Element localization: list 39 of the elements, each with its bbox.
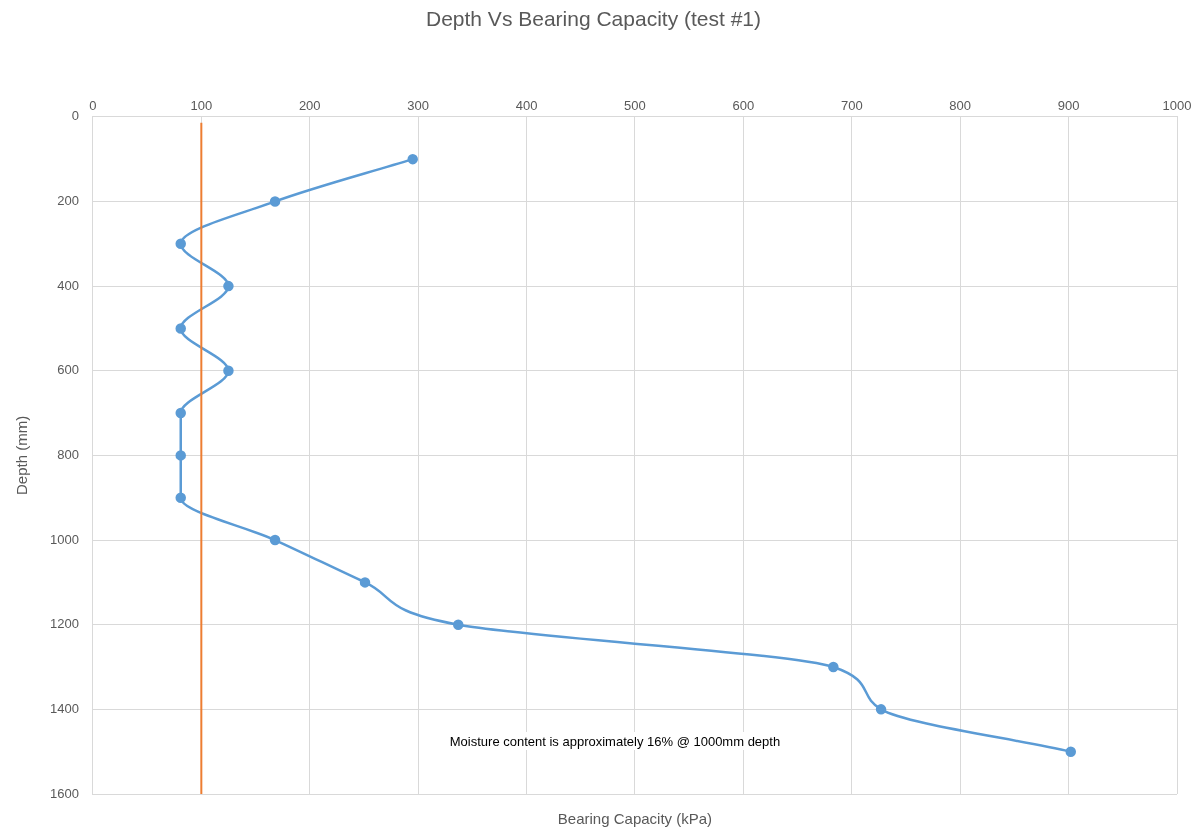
x-tick-label: 300 [407,97,429,113]
x-tick-label: 900 [1057,97,1080,113]
annotation: Moisture content is approximately 16% @ 1000mm depth [449,734,781,749]
y-tick-label: 200 [57,193,79,209]
point [223,280,234,292]
x-tick-label: 500 [624,97,646,113]
point [269,196,281,207]
x-tick-label: 1000 [1162,97,1192,113]
point [1065,746,1077,757]
point [269,534,281,546]
y-tick-label: 1400 [50,700,79,716]
y-tick-label: 1200 [50,616,79,632]
y-axis-title: Depth (mm) [13,415,31,495]
x-tick-label: 800 [949,97,972,113]
chart-title: Depth Vs Bearing Capacity (test #1) [426,7,761,31]
y-tick-label: 1600 [50,785,79,801]
point [175,492,186,503]
x-tick-label: 600 [732,97,755,113]
x-tick-label: 400 [515,97,538,113]
point [359,577,371,588]
x-tick-label: 700 [840,97,863,113]
point [875,704,887,715]
x-tick-label: 200 [298,97,321,113]
point [175,323,186,334]
x-axis-title: Bearing Capacity (kPa) [557,810,713,827]
point [223,365,234,376]
y-tick-label: 800 [57,446,79,462]
x-tick-label: 100 [190,97,213,113]
y-tick-label: 0 [71,108,79,124]
point [453,619,464,630]
y-tick-label: 600 [57,362,79,378]
y-tick-label: 400 [57,277,79,293]
point [175,407,186,419]
point [828,661,839,673]
x-tick-label: 0 [89,97,97,113]
point [175,238,186,250]
point [407,153,418,165]
point [175,450,186,461]
y-tick-label: 1000 [50,531,79,547]
